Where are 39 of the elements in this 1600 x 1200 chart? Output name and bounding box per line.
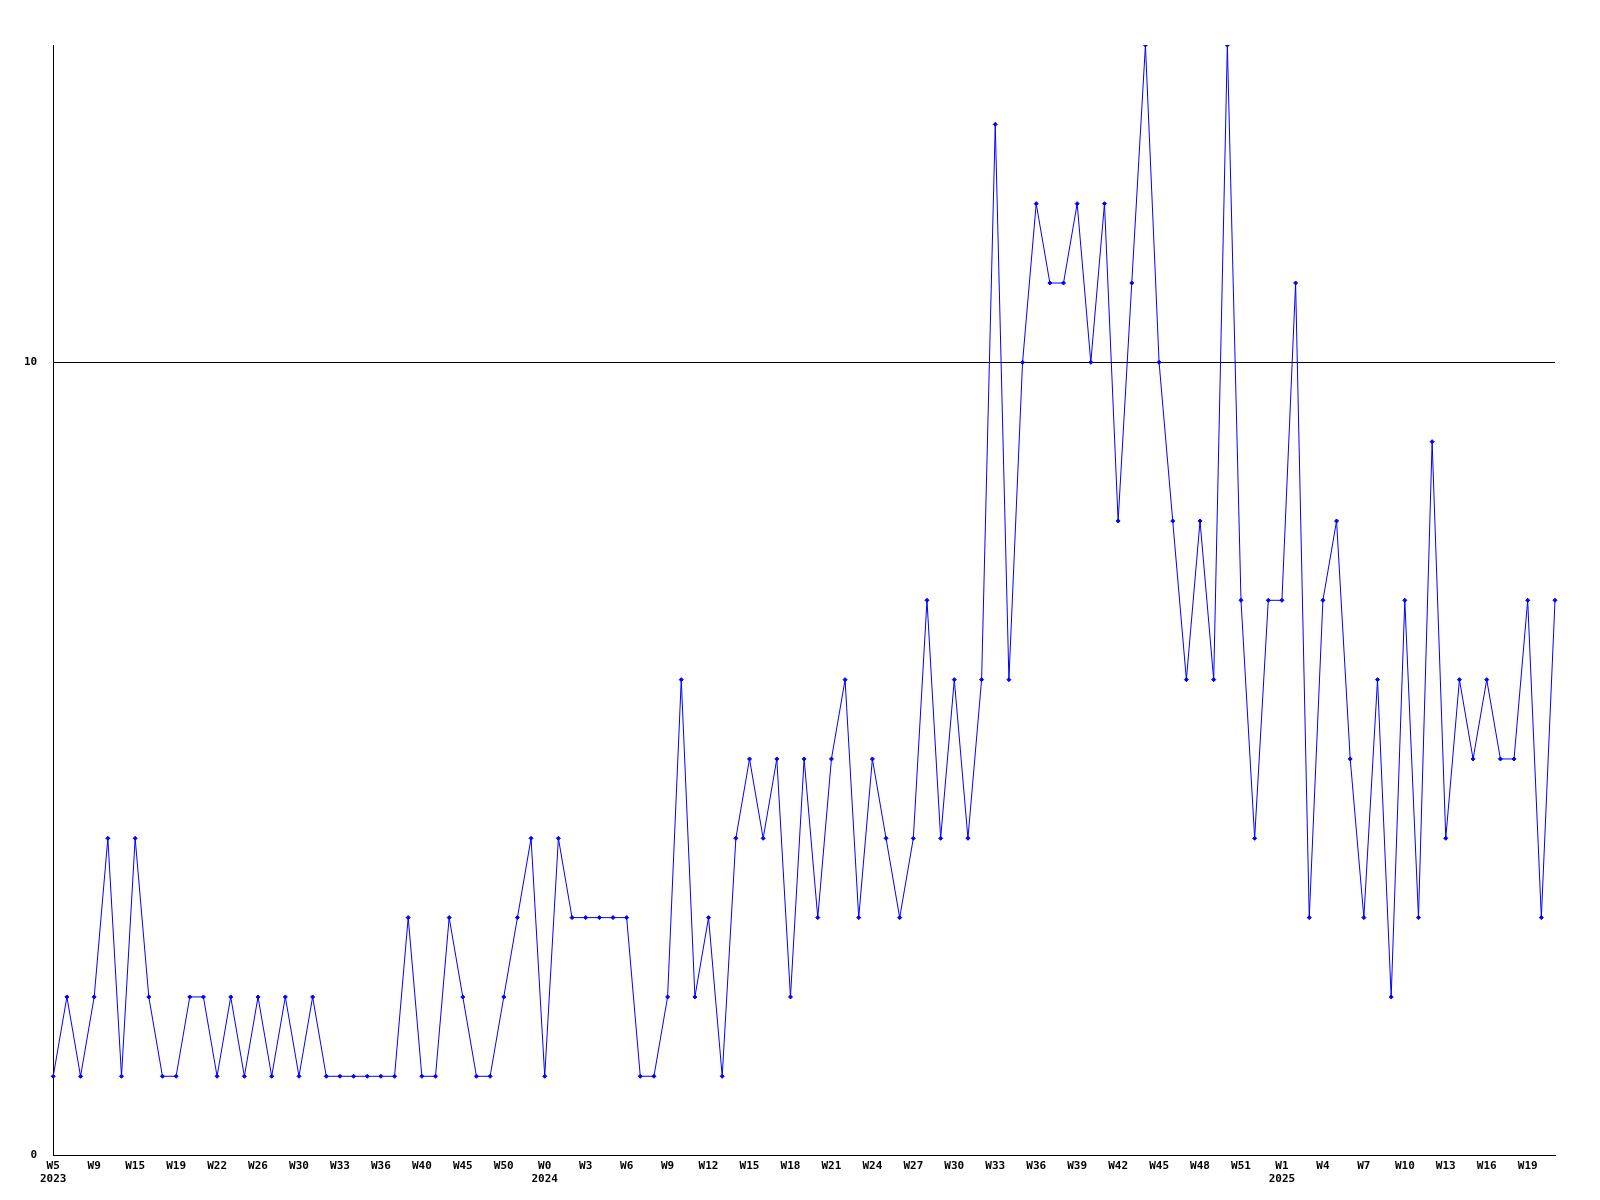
x-tick-label: W42 — [1108, 1159, 1129, 1173]
x-tick-label: W22 — [207, 1159, 228, 1173]
x-tick-label: W15 — [739, 1159, 760, 1173]
x-tick-label: W36 — [1026, 1159, 1047, 1173]
x-tick-label: W30 — [944, 1159, 965, 1173]
y-tick-label: 0 — [30, 1148, 38, 1162]
x-tick-label: W16 — [1476, 1159, 1498, 1173]
x-tick-label: W40 — [411, 1159, 432, 1173]
x-tick-label: W13 — [1435, 1159, 1456, 1173]
x-tick-label: W45 — [1149, 1159, 1170, 1173]
x-tick-label: W48 — [1190, 1159, 1210, 1173]
x-tick-label: W50 — [493, 1159, 514, 1173]
x-tick-label: W27 — [903, 1159, 924, 1173]
x-tick-label: W30 — [289, 1159, 309, 1173]
x-tick-label: W12 — [698, 1159, 719, 1173]
x-tick-label: W33 — [985, 1159, 1006, 1173]
x-tick-label: W33 — [330, 1159, 350, 1173]
x-tick-label: W21 — [821, 1159, 842, 1173]
x-tick-label: W3 — [579, 1159, 593, 1173]
x-tick-label: W1 2025 — [1268, 1159, 1296, 1186]
x-tick-label: W39 — [1067, 1159, 1088, 1173]
x-tick-label: W51 — [1231, 1159, 1252, 1173]
x-tick-label: W15 — [125, 1159, 146, 1173]
x-tick-label: W0 2024 — [531, 1159, 559, 1186]
x-tick-label: W18 — [780, 1159, 801, 1173]
y-tick-label: 10 — [24, 355, 38, 369]
x-tick-label: W19 — [1517, 1159, 1538, 1173]
x-tick-label: W10 — [1394, 1159, 1415, 1173]
x-tick-label: W7 — [1357, 1159, 1371, 1173]
x-tick-label: W9 — [660, 1159, 675, 1173]
x-tick-label: W19 — [166, 1159, 187, 1173]
x-tick-label: W45 — [452, 1159, 473, 1173]
x-tick-label: W24 — [862, 1159, 883, 1173]
x-tick-label: W9 — [87, 1159, 101, 1173]
x-tick-label: W36 — [370, 1159, 392, 1173]
x-tick-label: W6 — [620, 1159, 634, 1173]
x-tick-label: W4 — [1316, 1159, 1330, 1173]
x-tick-label: W5 2023 — [40, 1159, 67, 1186]
x-tick-label: W26 — [248, 1159, 269, 1173]
